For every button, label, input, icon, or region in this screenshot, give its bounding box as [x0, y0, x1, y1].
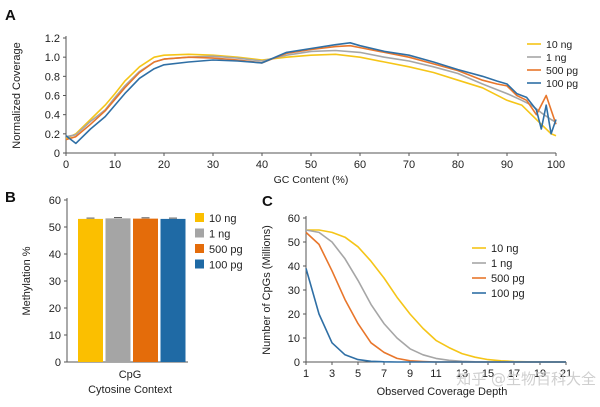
panel-c-x-tick-label: 1 — [303, 368, 309, 380]
bar-10-ng — [78, 218, 103, 362]
panel-c-x-tick-label: 5 — [355, 368, 361, 380]
legend-label-1-ng: 1 ng — [491, 258, 512, 270]
panel-a-chart: 0 0.2 0.4 0.6 0.8 1.0 1.2 0 10 20 30 40 50 60 70 80 90 10… — [11, 33, 578, 186]
series-line-100-pg — [65, 41, 557, 145]
panel-b-y-tick-label: 40 — [49, 249, 61, 261]
panel-b-letter: B — [5, 189, 16, 206]
panel-b-chart: 0 10 20 30 40 50 60 CpG Cytosine Context Methylat… — [21, 195, 243, 396]
panel-c-y-axis-title: Number of CpGs (Millions) — [261, 225, 273, 355]
legend-swatch-10-ng — [195, 213, 204, 222]
series-line-100-pg — [305, 268, 566, 363]
legend-swatch-100-pg — [195, 259, 204, 269]
panel-a-x-tick-label: 30 — [207, 159, 219, 171]
series-line-1-ng — [305, 229, 566, 363]
legend-swatch-500-pg — [195, 244, 204, 253]
panel-a-y-tick-label: 1.2 — [45, 33, 60, 45]
panel-c-x-tick-label: 13 — [456, 368, 468, 380]
panel-c-y-tick-label: 60 — [288, 213, 300, 225]
panel-a-x-tick-label: 80 — [452, 159, 464, 171]
panel-c-x-tick-label: 9 — [407, 368, 413, 380]
legend-label-500-pg: 500 pg — [546, 65, 578, 77]
panel-b-y-tick-label: 50 — [49, 222, 61, 234]
panel-c-y-tick-label: 0 — [294, 357, 300, 369]
bar-100-pg — [160, 218, 186, 362]
panel-a-y-axis-title: Normalized Coverage — [11, 42, 23, 148]
panel-c-y-tick-label: 10 — [288, 333, 300, 345]
panel-c-x-tick-label: 11 — [430, 368, 441, 380]
legend-label-100-pg: 100 pg — [209, 260, 243, 272]
legend-label-10-ng: 10 ng — [209, 213, 237, 225]
panel-a-y-tick-label: 0.8 — [45, 71, 60, 83]
legend-label-500-pg: 500 pg — [209, 244, 243, 256]
legend-label-100-pg: 100 pg — [546, 78, 578, 90]
series-line-500-pg — [65, 44, 557, 141]
panel-a-x-axis-title: GC Content (%) — [274, 174, 349, 186]
panel-c-letter: C — [262, 193, 273, 210]
legend-swatch-1-ng — [195, 228, 204, 238]
panel-b-y-tick-label: 30 — [49, 276, 61, 288]
panel-c-x-tick-label: 21 — [560, 368, 572, 380]
series-line-500-pg — [305, 231, 566, 363]
panel-c-y-tick-label: 40 — [288, 261, 300, 273]
panel-b-y-tick-label: 60 — [49, 195, 61, 207]
panel-a-y-tick-label: 0.6 — [45, 91, 60, 103]
panel-b-category-label: CpG — [119, 369, 142, 381]
panel-a-x-tick-label: 70 — [403, 159, 415, 171]
panel-a-y-tick-label: 0 — [54, 148, 60, 160]
legend-label-1-ng: 1 ng — [209, 229, 230, 241]
panel-b-y-axis-title: Methylation % — [21, 246, 33, 315]
panel-a-x-tick-label: 60 — [354, 159, 366, 171]
panel-c-x-axis-title: Observed Coverage Depth — [377, 386, 508, 398]
panel-c-y-tick-label: 20 — [288, 309, 300, 321]
panel-c-y-tick-label: 50 — [288, 237, 300, 249]
legend-label-500-pg: 500 pg — [491, 273, 525, 285]
legend-label-1-ng: 1 ng — [546, 52, 567, 64]
panel-a-x-tick-label: 50 — [305, 159, 317, 171]
panel-a-x-tick-label: 40 — [256, 159, 268, 171]
series-line-10-ng — [65, 53, 557, 140]
panel-b-y-tick-label: 0 — [55, 357, 61, 369]
panel-c-x-tick-label: 3 — [329, 368, 335, 380]
panel-a-y-tick-label: 0.4 — [45, 110, 60, 122]
panel-c-x-tick-label: 7 — [381, 368, 387, 380]
bar-1-ng — [105, 218, 131, 362]
legend-label-10-ng: 10 ng — [546, 39, 572, 51]
panel-b-y-tick-label: 20 — [49, 303, 61, 315]
panel-a-x-tick-label: 10 — [109, 159, 121, 171]
legend-label-10-ng: 10 ng — [491, 243, 519, 255]
series-line-10-ng — [306, 229, 566, 363]
panel-c-y-tick-label: 30 — [288, 285, 300, 297]
legend-label-100-pg: 100 pg — [491, 288, 525, 300]
bar-500-pg — [133, 218, 158, 362]
panel-a-y-tick-label: 1.0 — [45, 52, 60, 64]
panel-a-y-tick-label: 0.2 — [45, 129, 60, 141]
series-line-1-ng — [65, 49, 557, 138]
panel-b-x-axis-title: Cytosine Context — [88, 384, 172, 396]
panel-a-letter: A — [5, 7, 16, 24]
watermark-text: 知乎 @生物百科大全 — [456, 370, 596, 388]
panel-c-x-tick-label: 19 — [534, 368, 546, 380]
panel-c-x-tick-label: 17 — [508, 368, 520, 380]
panel-b-y-tick-label: 10 — [49, 330, 61, 342]
panel-a-x-tick-label: 20 — [158, 159, 170, 171]
panel-a-x-tick-label: 0 — [63, 159, 69, 171]
panel-a-x-tick-label: 100 — [547, 159, 565, 171]
panel-c-x-tick-label: 15 — [482, 368, 494, 380]
panel-a-x-tick-label: 90 — [501, 159, 513, 171]
